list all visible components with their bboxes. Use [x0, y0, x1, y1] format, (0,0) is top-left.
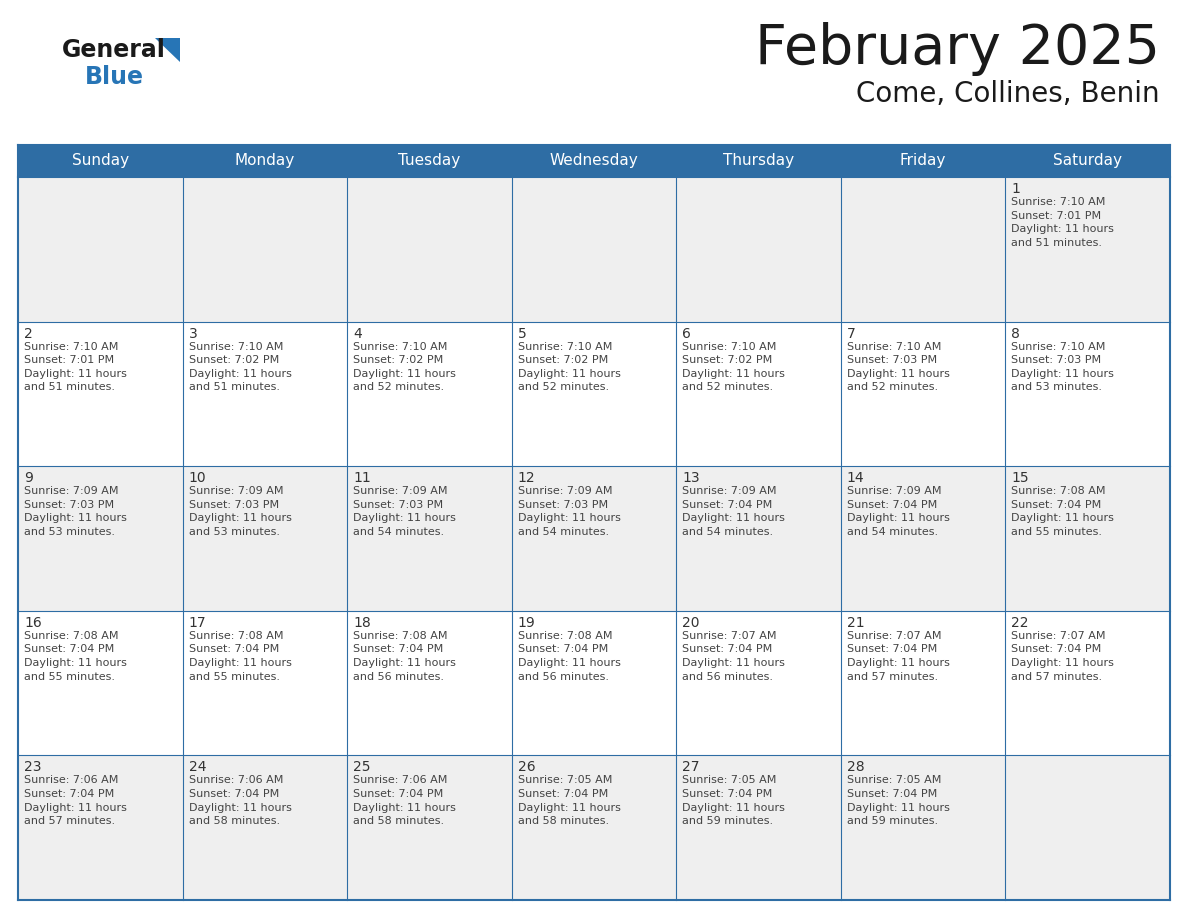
Text: 7: 7	[847, 327, 855, 341]
Text: Sunrise: 7:10 AM
Sunset: 7:03 PM
Daylight: 11 hours
and 52 minutes.: Sunrise: 7:10 AM Sunset: 7:03 PM Dayligh…	[847, 341, 949, 392]
Text: 3: 3	[189, 327, 197, 341]
Bar	[18, 756, 1170, 900]
Text: 27: 27	[682, 760, 700, 775]
Text: 21: 21	[847, 616, 865, 630]
Text: 2: 2	[24, 327, 33, 341]
Bar	[18, 466, 1170, 610]
Text: 5: 5	[518, 327, 526, 341]
Text: Blue: Blue	[86, 65, 144, 89]
Text: Sunrise: 7:10 AM
Sunset: 7:02 PM
Daylight: 11 hours
and 52 minutes.: Sunrise: 7:10 AM Sunset: 7:02 PM Dayligh…	[518, 341, 620, 392]
Text: 15: 15	[1011, 471, 1029, 486]
Text: 14: 14	[847, 471, 865, 486]
Bar	[18, 610, 1170, 756]
Text: Sunrise: 7:10 AM
Sunset: 7:02 PM
Daylight: 11 hours
and 52 minutes.: Sunrise: 7:10 AM Sunset: 7:02 PM Dayligh…	[353, 341, 456, 392]
Text: Thursday: Thursday	[723, 153, 794, 169]
Text: Sunrise: 7:08 AM
Sunset: 7:04 PM
Daylight: 11 hours
and 56 minutes.: Sunrise: 7:08 AM Sunset: 7:04 PM Dayligh…	[518, 631, 620, 681]
Text: 23: 23	[24, 760, 42, 775]
Text: Sunday: Sunday	[71, 153, 128, 169]
Text: 11: 11	[353, 471, 371, 486]
Text: 9: 9	[24, 471, 33, 486]
Text: 8: 8	[1011, 327, 1020, 341]
Text: 1: 1	[1011, 182, 1020, 196]
Text: Sunrise: 7:10 AM
Sunset: 7:02 PM
Daylight: 11 hours
and 51 minutes.: Sunrise: 7:10 AM Sunset: 7:02 PM Dayligh…	[189, 341, 291, 392]
Text: Sunrise: 7:09 AM
Sunset: 7:03 PM
Daylight: 11 hours
and 54 minutes.: Sunrise: 7:09 AM Sunset: 7:03 PM Dayligh…	[353, 487, 456, 537]
Text: Sunrise: 7:10 AM
Sunset: 7:03 PM
Daylight: 11 hours
and 53 minutes.: Sunrise: 7:10 AM Sunset: 7:03 PM Dayligh…	[1011, 341, 1114, 392]
Text: 19: 19	[518, 616, 536, 630]
Text: Sunrise: 7:08 AM
Sunset: 7:04 PM
Daylight: 11 hours
and 56 minutes.: Sunrise: 7:08 AM Sunset: 7:04 PM Dayligh…	[353, 631, 456, 681]
Text: 25: 25	[353, 760, 371, 775]
Text: 4: 4	[353, 327, 362, 341]
Text: Friday: Friday	[901, 153, 947, 169]
Text: Monday: Monday	[235, 153, 295, 169]
Text: Sunrise: 7:08 AM
Sunset: 7:04 PM
Daylight: 11 hours
and 55 minutes.: Sunrise: 7:08 AM Sunset: 7:04 PM Dayligh…	[1011, 487, 1114, 537]
Polygon shape	[154, 38, 181, 62]
Text: Sunrise: 7:08 AM
Sunset: 7:04 PM
Daylight: 11 hours
and 55 minutes.: Sunrise: 7:08 AM Sunset: 7:04 PM Dayligh…	[24, 631, 127, 681]
Text: 12: 12	[518, 471, 536, 486]
Text: Saturday: Saturday	[1054, 153, 1123, 169]
Text: Sunrise: 7:09 AM
Sunset: 7:03 PM
Daylight: 11 hours
and 53 minutes.: Sunrise: 7:09 AM Sunset: 7:03 PM Dayligh…	[189, 487, 291, 537]
Text: Tuesday: Tuesday	[398, 153, 461, 169]
Text: Sunrise: 7:10 AM
Sunset: 7:01 PM
Daylight: 11 hours
and 51 minutes.: Sunrise: 7:10 AM Sunset: 7:01 PM Dayligh…	[1011, 197, 1114, 248]
Text: Sunrise: 7:05 AM
Sunset: 7:04 PM
Daylight: 11 hours
and 59 minutes.: Sunrise: 7:05 AM Sunset: 7:04 PM Dayligh…	[682, 776, 785, 826]
Text: Sunrise: 7:05 AM
Sunset: 7:04 PM
Daylight: 11 hours
and 58 minutes.: Sunrise: 7:05 AM Sunset: 7:04 PM Dayligh…	[518, 776, 620, 826]
Text: Sunrise: 7:09 AM
Sunset: 7:04 PM
Daylight: 11 hours
and 54 minutes.: Sunrise: 7:09 AM Sunset: 7:04 PM Dayligh…	[847, 487, 949, 537]
Text: Sunrise: 7:07 AM
Sunset: 7:04 PM
Daylight: 11 hours
and 57 minutes.: Sunrise: 7:07 AM Sunset: 7:04 PM Dayligh…	[1011, 631, 1114, 681]
Text: Sunrise: 7:10 AM
Sunset: 7:01 PM
Daylight: 11 hours
and 51 minutes.: Sunrise: 7:10 AM Sunset: 7:01 PM Dayligh…	[24, 341, 127, 392]
Text: 26: 26	[518, 760, 536, 775]
Text: 24: 24	[189, 760, 206, 775]
Text: 6: 6	[682, 327, 691, 341]
Text: Come, Collines, Benin: Come, Collines, Benin	[857, 80, 1159, 108]
Text: Sunrise: 7:06 AM
Sunset: 7:04 PM
Daylight: 11 hours
and 58 minutes.: Sunrise: 7:06 AM Sunset: 7:04 PM Dayligh…	[189, 776, 291, 826]
Text: 22: 22	[1011, 616, 1029, 630]
Text: Sunrise: 7:10 AM
Sunset: 7:02 PM
Daylight: 11 hours
and 52 minutes.: Sunrise: 7:10 AM Sunset: 7:02 PM Dayligh…	[682, 341, 785, 392]
Text: Sunrise: 7:06 AM
Sunset: 7:04 PM
Daylight: 11 hours
and 58 minutes.: Sunrise: 7:06 AM Sunset: 7:04 PM Dayligh…	[353, 776, 456, 826]
Text: 10: 10	[189, 471, 207, 486]
Text: Sunrise: 7:09 AM
Sunset: 7:03 PM
Daylight: 11 hours
and 53 minutes.: Sunrise: 7:09 AM Sunset: 7:03 PM Dayligh…	[24, 487, 127, 537]
Text: 17: 17	[189, 616, 207, 630]
Text: Sunrise: 7:07 AM
Sunset: 7:04 PM
Daylight: 11 hours
and 57 minutes.: Sunrise: 7:07 AM Sunset: 7:04 PM Dayligh…	[847, 631, 949, 681]
Text: 18: 18	[353, 616, 371, 630]
Text: Sunrise: 7:08 AM
Sunset: 7:04 PM
Daylight: 11 hours
and 55 minutes.: Sunrise: 7:08 AM Sunset: 7:04 PM Dayligh…	[189, 631, 291, 681]
Bar	[18, 145, 1170, 177]
Text: 13: 13	[682, 471, 700, 486]
Bar	[18, 177, 1170, 321]
Text: Sunrise: 7:06 AM
Sunset: 7:04 PM
Daylight: 11 hours
and 57 minutes.: Sunrise: 7:06 AM Sunset: 7:04 PM Dayligh…	[24, 776, 127, 826]
Text: 28: 28	[847, 760, 865, 775]
Text: Sunrise: 7:09 AM
Sunset: 7:04 PM
Daylight: 11 hours
and 54 minutes.: Sunrise: 7:09 AM Sunset: 7:04 PM Dayligh…	[682, 487, 785, 537]
Bar	[18, 321, 1170, 466]
Text: Sunrise: 7:07 AM
Sunset: 7:04 PM
Daylight: 11 hours
and 56 minutes.: Sunrise: 7:07 AM Sunset: 7:04 PM Dayligh…	[682, 631, 785, 681]
Text: Wednesday: Wednesday	[550, 153, 638, 169]
Text: February 2025: February 2025	[756, 22, 1159, 76]
Text: Sunrise: 7:09 AM
Sunset: 7:03 PM
Daylight: 11 hours
and 54 minutes.: Sunrise: 7:09 AM Sunset: 7:03 PM Dayligh…	[518, 487, 620, 537]
Text: General: General	[62, 38, 166, 62]
Text: Sunrise: 7:05 AM
Sunset: 7:04 PM
Daylight: 11 hours
and 59 minutes.: Sunrise: 7:05 AM Sunset: 7:04 PM Dayligh…	[847, 776, 949, 826]
Text: 16: 16	[24, 616, 42, 630]
Text: 20: 20	[682, 616, 700, 630]
